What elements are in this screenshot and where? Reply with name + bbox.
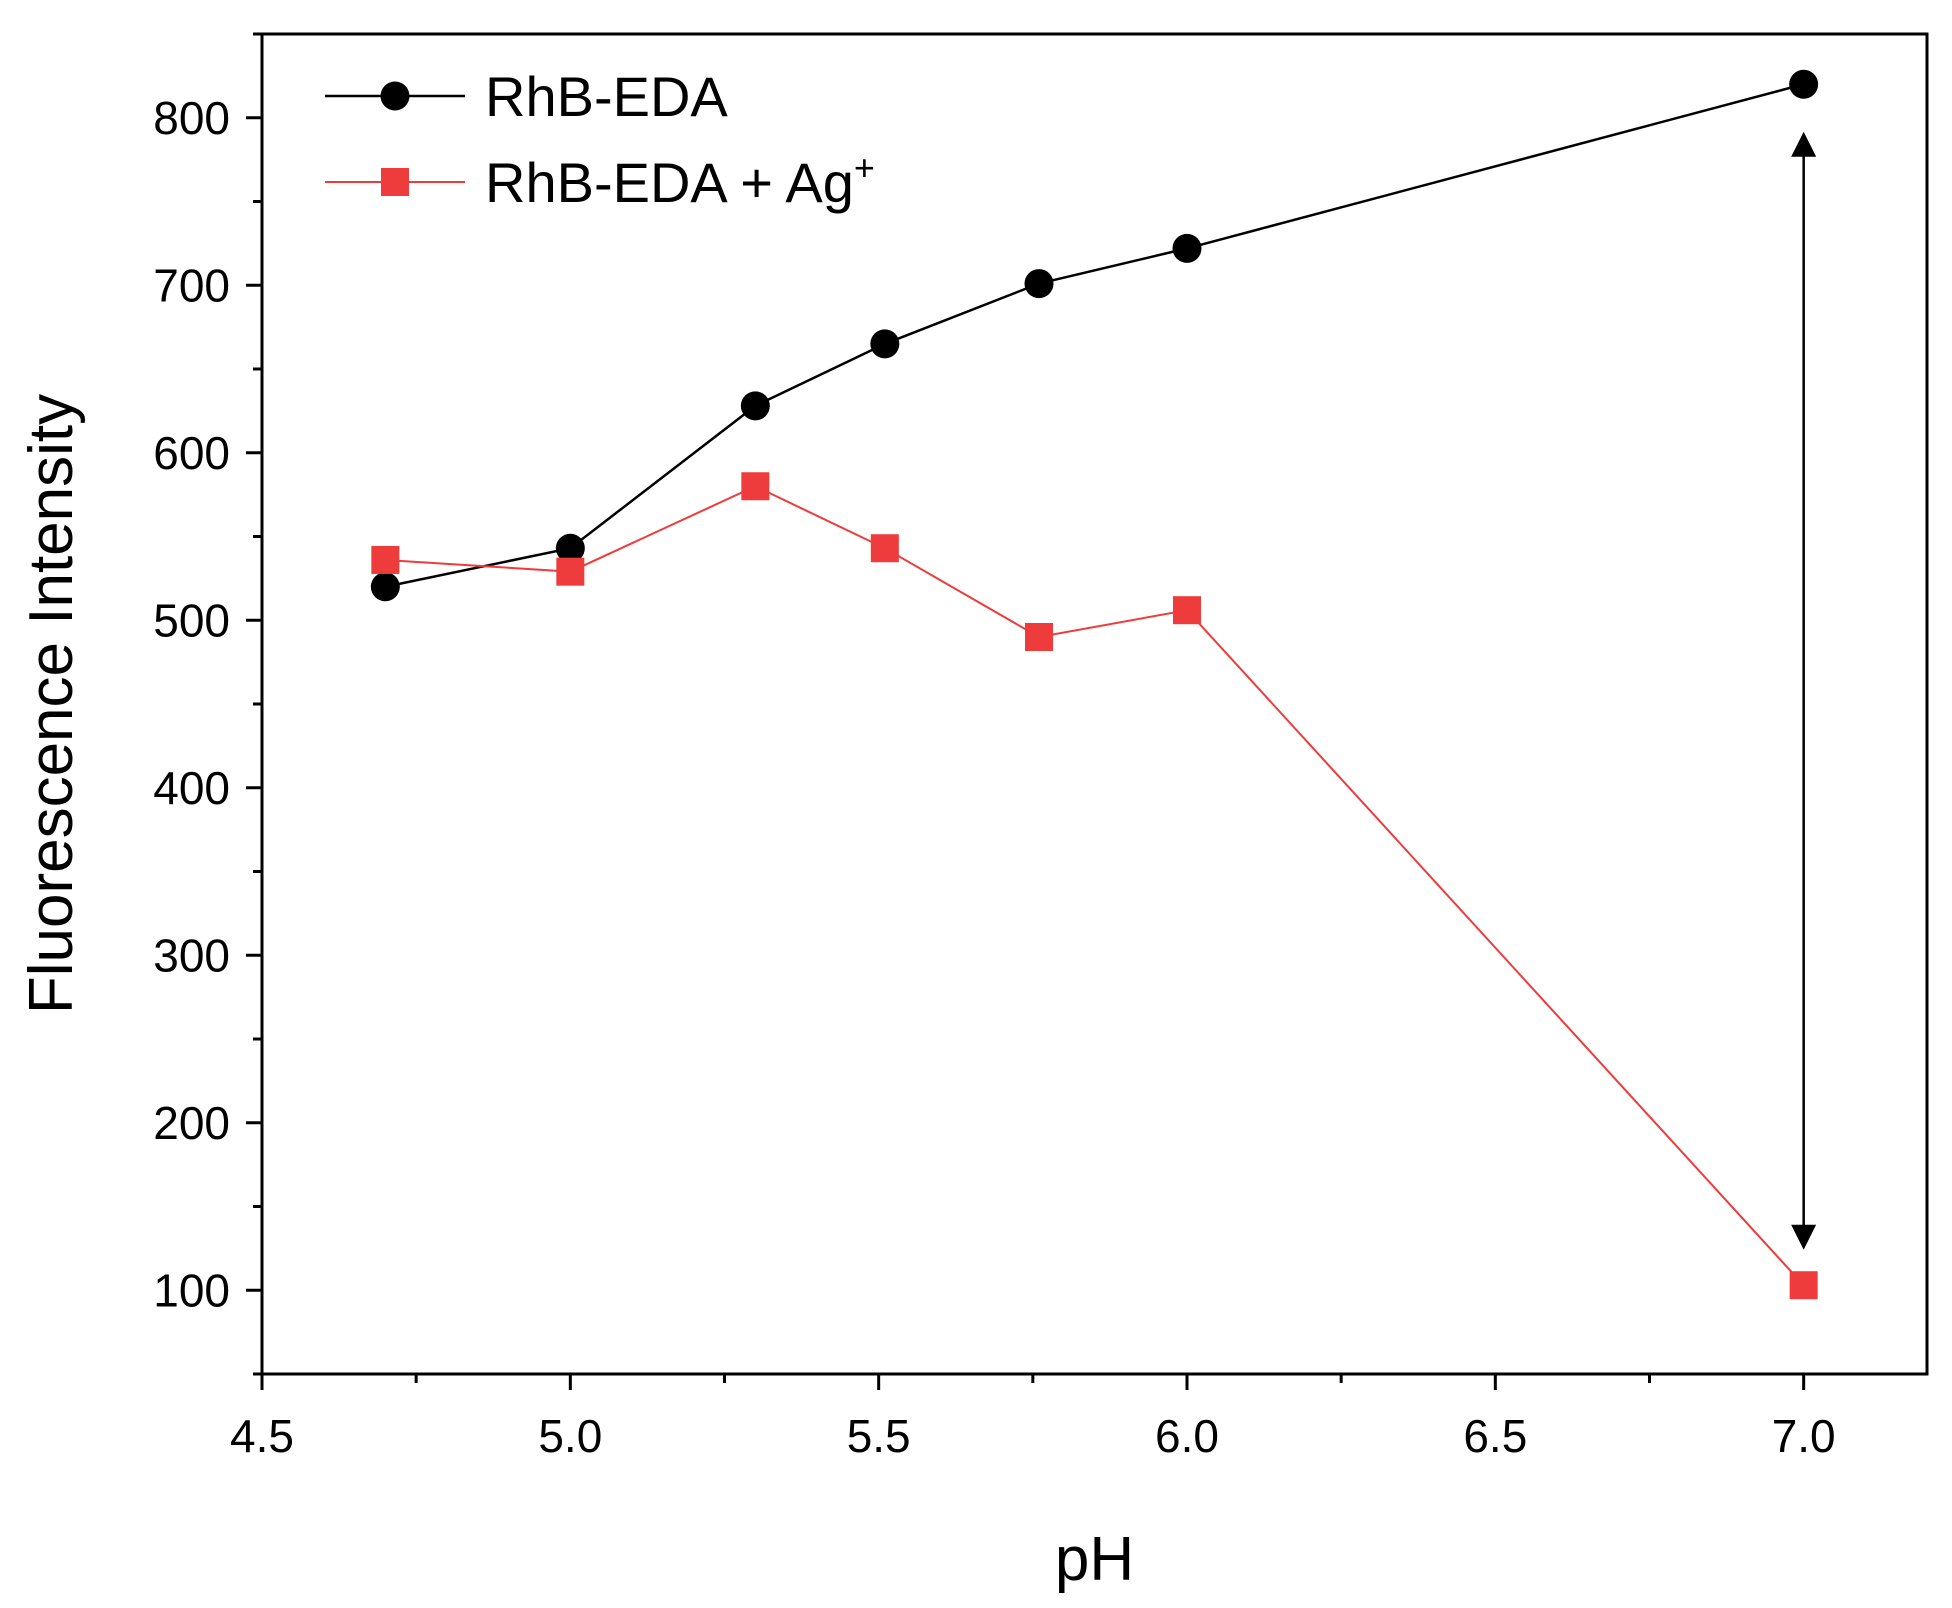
- x-tick-label: 7.0: [1772, 1410, 1836, 1462]
- legend-label-rhb-eda: RhB-EDA: [485, 65, 728, 128]
- x-tick-label: 6.5: [1463, 1410, 1527, 1462]
- x-tick-label: 6.0: [1155, 1410, 1219, 1462]
- data-point: [1172, 233, 1202, 263]
- x-tick-label: 5.5: [847, 1410, 911, 1462]
- y-tick-label: 100: [153, 1264, 230, 1316]
- data-point: [740, 391, 770, 421]
- data-point: [741, 472, 770, 501]
- data-point: [556, 557, 585, 586]
- data-point: [1789, 1271, 1818, 1300]
- legend-marker-rhb-eda: [380, 81, 410, 111]
- legend-label-superscript: +: [854, 147, 875, 188]
- legend-label-rhb-eda-ag: RhB-EDA + Ag+: [485, 147, 875, 214]
- x-tick-label: 5.0: [538, 1410, 602, 1462]
- y-tick-label: 600: [153, 427, 230, 479]
- data-point: [1789, 69, 1819, 99]
- series-0: [370, 69, 1819, 602]
- data-point: [371, 545, 400, 574]
- data-point: [1024, 269, 1054, 299]
- legend-marker-rhb-eda-ag: [381, 168, 409, 196]
- legend: RhB-EDA RhB-EDA + Ag+: [325, 65, 875, 214]
- data-point: [870, 534, 899, 563]
- y-tick-label: 400: [153, 762, 230, 814]
- series-group: [370, 69, 1819, 1300]
- x-axis-title: pH: [1055, 1525, 1134, 1594]
- y-tick-label: 200: [153, 1097, 230, 1149]
- y-tick-label: 800: [153, 92, 230, 144]
- axis-ticks: 4.5 5.0 5.5 6.0 6.5 7.0 100 200 300 400 500 600 700 8…: [153, 32, 1836, 1462]
- series-1: [371, 472, 1818, 1300]
- data-point: [370, 572, 400, 602]
- y-tick-label: 300: [153, 929, 230, 981]
- y-axis-title: Fluorescence Intensity: [17, 394, 86, 1014]
- y-tick-label: 500: [153, 594, 230, 646]
- legend-label-rhb-eda-ag-main: RhB-EDA + Ag: [485, 151, 854, 214]
- data-point: [1025, 623, 1053, 651]
- y-tick-label: 700: [153, 259, 230, 311]
- data-point: [870, 329, 900, 359]
- plot-area-border: [260, 32, 1929, 1376]
- data-point: [555, 533, 585, 563]
- data-point: [1173, 596, 1201, 625]
- plot-frame: [260, 32, 1929, 1376]
- x-tick-label: 4.5: [230, 1410, 294, 1462]
- series-line: [385, 485, 1805, 1286]
